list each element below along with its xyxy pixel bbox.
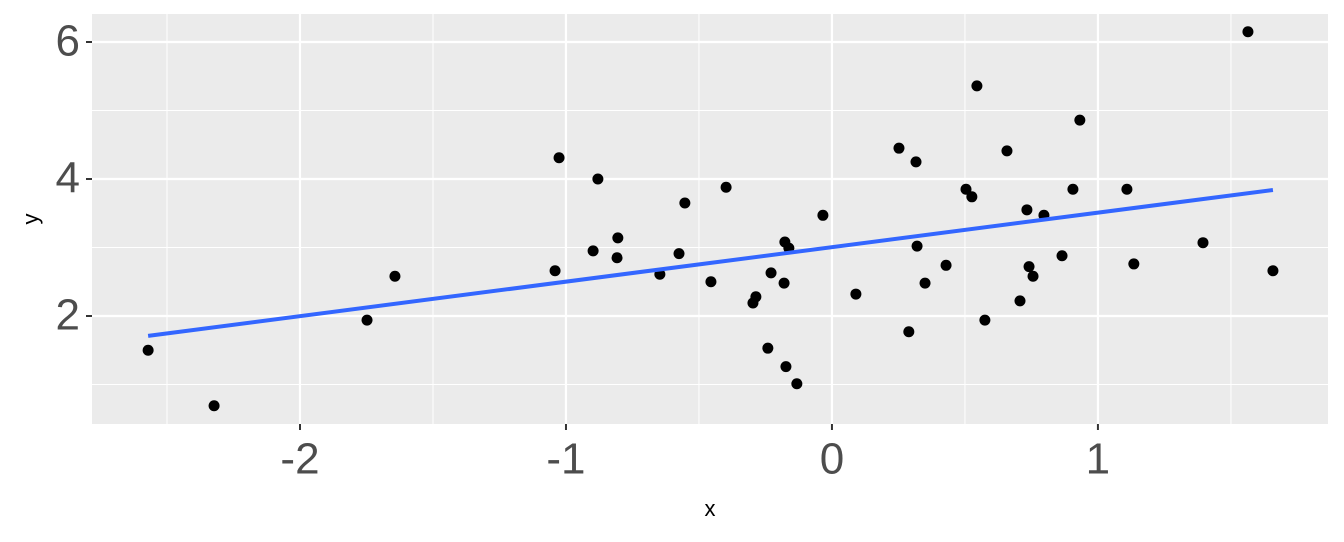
point <box>592 173 604 185</box>
point <box>750 291 762 303</box>
point <box>1197 237 1209 249</box>
point <box>361 314 373 326</box>
point <box>893 142 905 154</box>
point <box>791 378 803 390</box>
point <box>911 240 923 252</box>
y-tick-label: 2 <box>56 291 80 340</box>
point <box>971 80 983 92</box>
x-tick-label: -1 <box>546 435 585 484</box>
point <box>765 267 777 279</box>
point <box>142 344 154 356</box>
point <box>850 288 862 300</box>
point <box>549 265 561 277</box>
point <box>778 277 790 289</box>
point <box>919 277 931 289</box>
point <box>817 209 829 221</box>
point <box>1014 295 1026 307</box>
point <box>780 361 792 373</box>
point <box>612 232 624 244</box>
point <box>1267 265 1279 277</box>
point <box>587 245 599 257</box>
point <box>762 342 774 354</box>
point <box>979 314 991 326</box>
x-tick-label: -2 <box>280 435 319 484</box>
point <box>673 248 685 260</box>
point <box>1001 145 1013 157</box>
point <box>1074 114 1086 126</box>
x-axis-title: x <box>705 496 716 521</box>
point <box>611 252 623 264</box>
point <box>1021 204 1033 216</box>
point <box>1121 183 1133 195</box>
point <box>1128 258 1140 270</box>
point <box>553 152 565 164</box>
point <box>910 156 922 168</box>
point <box>1027 270 1039 282</box>
point <box>679 197 691 209</box>
point <box>903 326 915 338</box>
point <box>705 276 717 288</box>
y-tick-label: 4 <box>56 154 80 203</box>
fit-line <box>147 187 1274 338</box>
x-tick-label: 0 <box>820 435 844 484</box>
point <box>966 191 978 203</box>
point <box>208 400 220 412</box>
point <box>940 259 952 271</box>
point <box>1056 250 1068 262</box>
y-tick-label: 6 <box>56 17 80 66</box>
point <box>1023 261 1035 273</box>
point <box>389 270 401 282</box>
point <box>720 181 732 193</box>
y-axis-title: y <box>18 214 43 225</box>
point <box>1067 183 1079 195</box>
x-tick-label: 1 <box>1086 435 1110 484</box>
point <box>960 183 972 195</box>
point <box>1242 26 1254 38</box>
panel <box>92 14 1328 424</box>
